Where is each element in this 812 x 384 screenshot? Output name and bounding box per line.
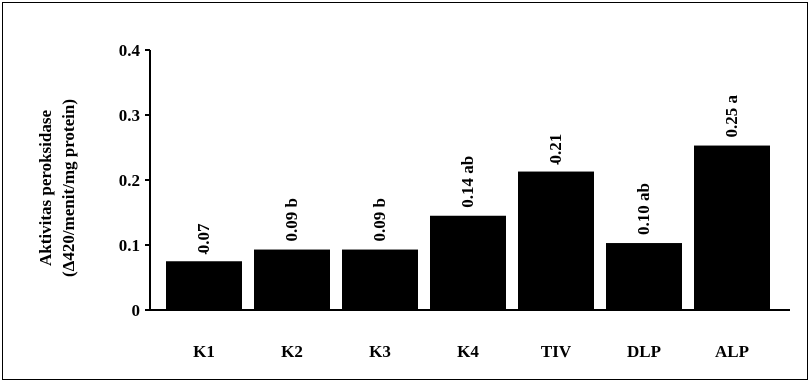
y-axis-title-line2: (Δ420/menit/mg protein) xyxy=(59,99,78,277)
data-label: 0.07 xyxy=(194,223,213,253)
bar-alp xyxy=(694,145,770,310)
y-tick-label: 0.3 xyxy=(119,106,140,125)
data-label: 0.14 ab xyxy=(458,156,477,208)
x-tick-label: K4 xyxy=(457,342,479,361)
data-label: 0.25 a xyxy=(722,95,741,138)
bar-k3 xyxy=(342,249,418,310)
bar-k1 xyxy=(166,261,242,310)
y-axis-title-line1: Aktivitas peroksidase xyxy=(36,110,55,266)
bar-k4 xyxy=(430,215,506,310)
stray-mark xyxy=(556,160,559,165)
x-tick-label: ALP xyxy=(715,342,749,361)
y-tick-label: 0 xyxy=(132,301,141,320)
bar-k2 xyxy=(254,249,330,310)
bar-dlp xyxy=(606,243,682,310)
x-tick-label: DLP xyxy=(627,342,661,361)
stray-mark xyxy=(204,250,207,255)
data-label: 0.10 ab xyxy=(634,183,653,235)
chart-frame xyxy=(2,2,808,380)
data-label: 0.21 xyxy=(546,134,565,164)
plot-area: 0 0.1 0.2 0.3 0.4 K1 0.07 K2 0.09 b K3 0.09 b K4 0.1… xyxy=(119,41,790,361)
y-tick-label: 0.4 xyxy=(119,41,141,60)
bar-tiv xyxy=(518,171,594,310)
data-label: 0.09 b xyxy=(282,198,301,241)
data-label: 0.09 b xyxy=(370,198,389,241)
y-axis-title: Aktivitas peroksidase (Δ420/menit/mg pro… xyxy=(36,99,78,277)
y-tick-label: 0.1 xyxy=(119,236,140,255)
x-tick-label: K3 xyxy=(369,342,391,361)
x-tick-label: K1 xyxy=(193,342,215,361)
x-tick-label: K2 xyxy=(281,342,303,361)
x-tick-label: TIV xyxy=(541,342,572,361)
y-tick-label: 0.2 xyxy=(119,171,140,190)
